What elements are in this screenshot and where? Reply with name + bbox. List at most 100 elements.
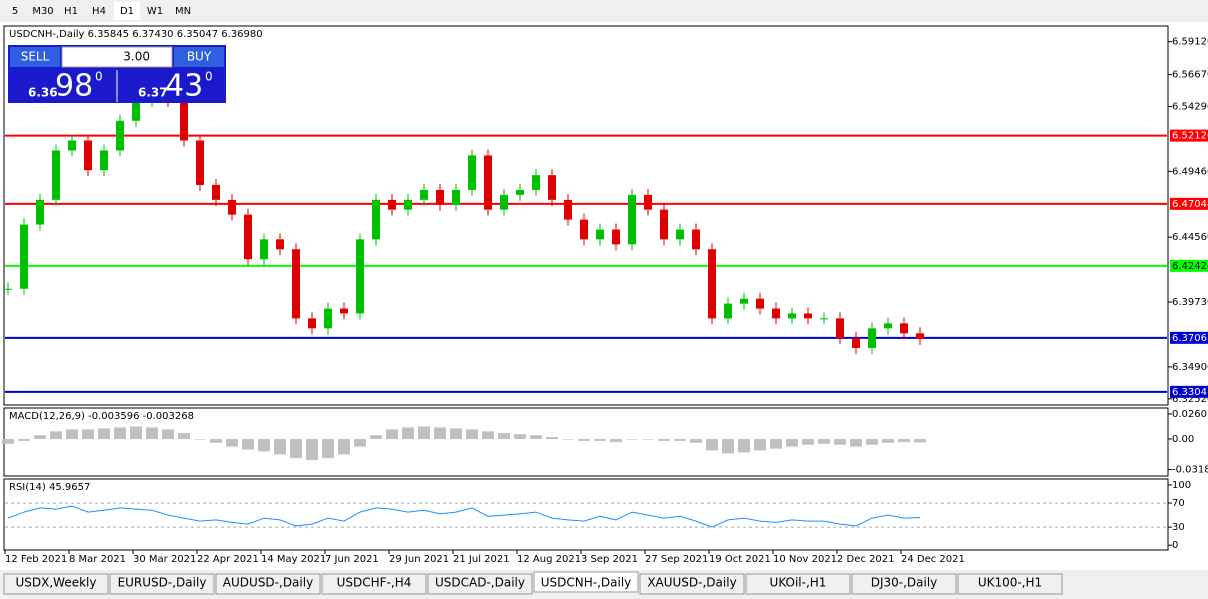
x-tick-label: 29 Jun 2021 <box>389 554 449 565</box>
candle-body <box>804 313 812 319</box>
x-tick-label: 10 Nov 2021 <box>773 554 837 565</box>
candle-body <box>724 303 732 319</box>
tab[interactable] <box>957 573 1063 595</box>
macd-bar <box>786 438 798 447</box>
candle-body <box>292 249 300 319</box>
candle-body <box>36 199 44 225</box>
macd-bar <box>898 438 910 442</box>
y-tick-label: 70 <box>1172 498 1185 509</box>
rsi-line <box>7 505 921 528</box>
timeframe-button[interactable] <box>142 2 168 20</box>
macd-bar <box>866 438 878 445</box>
x-tick-label: 7 Jun 2021 <box>325 554 379 565</box>
tab-label: UK100-,H1 <box>978 576 1042 590</box>
macd-bar <box>418 426 430 439</box>
timeframe-label: M30 <box>32 6 53 17</box>
x-tick-label: 12 Feb 2021 <box>5 554 67 565</box>
macd-bar <box>706 438 718 451</box>
timeframe-button[interactable] <box>86 2 112 20</box>
candle-body <box>916 333 924 339</box>
candle-body <box>660 209 668 240</box>
tab-label: DJ30-,Daily <box>871 576 938 590</box>
y-tick-label: 6.32520 <box>1172 394 1208 405</box>
macd-bar <box>82 429 94 439</box>
candle-body <box>484 155 492 210</box>
candle-body <box>260 239 268 260</box>
x-tick-label: 14 May 2021 <box>261 554 326 565</box>
candle-body <box>772 308 780 319</box>
candle-body <box>820 318 828 320</box>
timeframe-label: W1 <box>147 6 163 17</box>
timeframe-button[interactable] <box>30 2 56 20</box>
tab-label: EURUSD-,Daily <box>118 576 207 590</box>
y-tick-label: 6.34900 <box>1172 362 1208 373</box>
macd-bar <box>322 438 334 459</box>
timeframe-button[interactable] <box>170 2 196 20</box>
level-tag <box>1170 197 1208 210</box>
tab[interactable] <box>427 573 533 595</box>
macd-bar <box>674 438 686 441</box>
buy-button[interactable] <box>174 47 224 67</box>
tab[interactable] <box>639 573 745 595</box>
macd-bar <box>530 435 542 439</box>
candle-body <box>708 249 716 319</box>
x-tick-label: 24 Dec 2021 <box>901 554 965 565</box>
toolbar-bg <box>0 0 1208 22</box>
candle-body <box>564 199 572 220</box>
tab-label: AUDUSD-,Daily <box>223 576 313 590</box>
timeframe-label: D1 <box>120 6 134 17</box>
tab-label: USDCAD-,Daily <box>435 576 525 590</box>
level-label: 6.42424 <box>1172 261 1208 272</box>
sell-price-small: 6.36 <box>28 86 58 100</box>
rsi-label: RSI(14) 45.9657 <box>9 482 90 493</box>
macd-bar <box>386 429 398 439</box>
timeframe-button[interactable] <box>58 2 84 20</box>
tab[interactable] <box>321 573 427 595</box>
timeframe-label: H1 <box>64 6 78 17</box>
tab[interactable] <box>745 573 851 595</box>
macd-bar <box>546 437 558 439</box>
lots-input[interactable] <box>61 46 173 68</box>
timeframe-button[interactable] <box>2 2 28 20</box>
candle-body <box>276 239 284 250</box>
candle-body <box>468 155 476 190</box>
y-tick-label: -0.03187 <box>1172 465 1208 476</box>
macd-bar <box>434 427 446 439</box>
x-tick-label: 8 Mar 2021 <box>69 554 126 565</box>
candle-body <box>212 184 220 200</box>
macd-bar <box>290 438 302 459</box>
tab[interactable] <box>109 573 215 595</box>
x-tick-label: 3 Sep 2021 <box>581 554 638 565</box>
candle-body <box>692 229 700 250</box>
y-tick-label: 6.39730 <box>1172 297 1208 308</box>
x-tick-label: 27 Sep 2021 <box>645 554 708 565</box>
timeframe-label: 5 <box>12 6 18 17</box>
tab[interactable] <box>3 573 109 595</box>
tab[interactable] <box>215 573 321 595</box>
x-tick-label: 30 Mar 2021 <box>133 554 196 565</box>
candle-body <box>788 313 796 319</box>
macd-bar <box>194 438 206 440</box>
candle-body <box>100 150 108 171</box>
tab[interactable] <box>851 573 957 595</box>
tab[interactable] <box>533 571 639 593</box>
open: 6.35845 <box>88 29 129 40</box>
macd-bar <box>594 438 606 441</box>
macd-bar <box>274 438 286 455</box>
timeframe-button[interactable] <box>114 2 140 20</box>
macd-bar <box>562 438 574 440</box>
y-tick-label: 30 <box>1172 522 1185 533</box>
candle-body <box>420 189 428 200</box>
candle-body <box>452 189 460 205</box>
macd-bar <box>146 427 158 439</box>
y-tick-label: 6.59120 <box>1172 37 1208 48</box>
level-label: 6.33041 <box>1172 387 1208 398</box>
candle-body <box>436 189 444 205</box>
candle-body <box>20 224 28 289</box>
x-tick-label: 19 Oct 2021 <box>709 554 771 565</box>
level-tag <box>1170 129 1208 142</box>
sell-button[interactable] <box>10 47 60 67</box>
level-tag <box>1170 385 1208 398</box>
buy-price-big: 43 <box>165 69 203 104</box>
